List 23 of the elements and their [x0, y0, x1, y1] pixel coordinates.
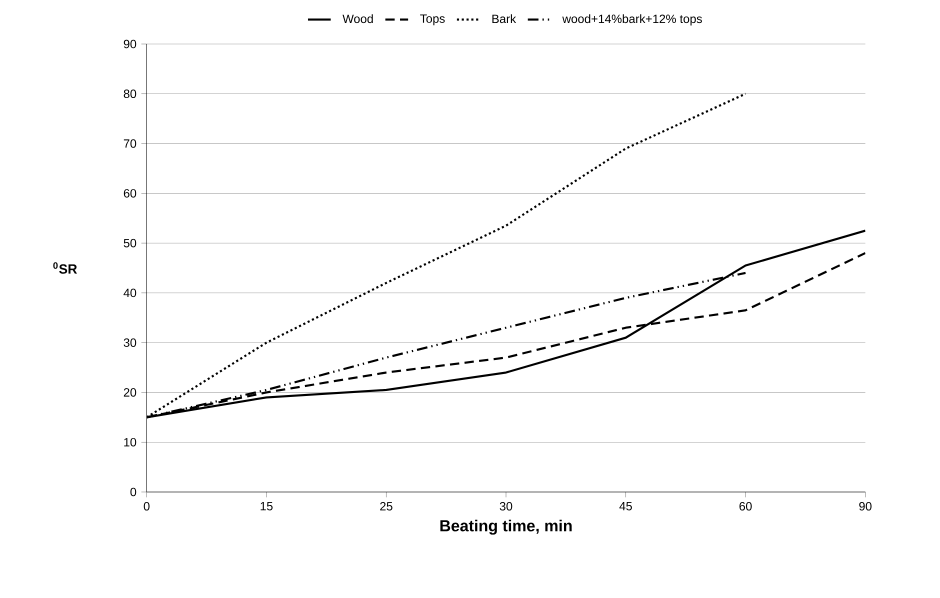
legend-label: Wood — [342, 14, 373, 24]
y-tick-label: 10 — [124, 438, 136, 446]
y-tick-label: 60 — [124, 189, 136, 198]
x-tick-label: 60 — [739, 502, 752, 511]
y-tick-label: 70 — [124, 139, 136, 148]
y-tick-label: 40 — [124, 288, 136, 298]
y-tick-label: 0 — [130, 488, 136, 496]
x-tick-label: 15 — [260, 502, 273, 510]
x-tick-label: 45 — [619, 502, 632, 510]
x-tick-label: 25 — [380, 502, 392, 511]
legend-label: wood+14%bark+12% tops — [562, 14, 702, 26]
y-tick-label: 90 — [124, 40, 136, 48]
y-tick-label: 20 — [124, 388, 136, 397]
y-tick-label: 80 — [124, 90, 136, 98]
legend-label: Tops — [420, 14, 445, 26]
x-axis-title: Beating time, min — [440, 520, 572, 535]
x-tick-label: 30 — [500, 502, 512, 511]
y-tick-label: 30 — [124, 338, 136, 347]
y-axis-title: $^{0}$SR — [53, 262, 78, 274]
legend-label: Bark — [492, 14, 516, 24]
y-tick-label: 50 — [124, 238, 136, 248]
x-tick-label: 90 — [859, 502, 872, 511]
x-tick-label: 0 — [144, 502, 150, 511]
